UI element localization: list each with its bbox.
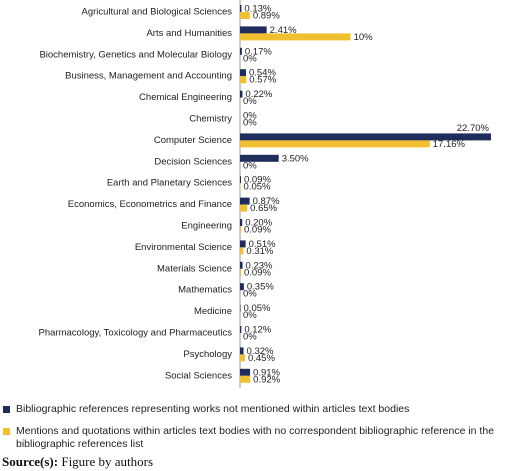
bar — [240, 304, 241, 312]
bar — [240, 69, 246, 77]
category-label: Materials Science — [157, 263, 232, 274]
bar — [240, 12, 250, 19]
value-label: 0.05% — [244, 303, 271, 314]
bar — [240, 219, 243, 226]
bar — [240, 268, 241, 276]
bar — [240, 154, 279, 162]
value-label: 10% — [354, 32, 374, 43]
source-text: Figure by authors — [61, 454, 154, 469]
value-label: 0.13% — [244, 4, 271, 15]
bar — [240, 33, 351, 41]
bar — [240, 133, 491, 141]
legend-entry: Mentions and quotations within articles … — [3, 425, 518, 451]
chart: Agricultural and Biological Sciences 0.13… — [39, 0, 491, 388]
value-label: 3.50% — [282, 153, 309, 164]
value-label: 0.22% — [245, 89, 272, 100]
value-label: 0% — [243, 332, 257, 343]
bar — [240, 204, 248, 212]
category-label: Chemistry — [189, 114, 232, 125]
bar — [240, 354, 245, 362]
bar — [240, 261, 243, 269]
category-label: Pharmacology, Toxicology and Pharmaceuti… — [39, 328, 233, 339]
legend-entry: Bibliographic references representing wo… — [3, 403, 518, 416]
bar — [240, 140, 430, 148]
value-label: 0.31% — [246, 246, 273, 257]
bar — [240, 76, 247, 84]
category-label: Chemical Engineering — [139, 92, 232, 103]
value-label: 0% — [243, 310, 257, 321]
value-label: 0.32% — [247, 346, 274, 357]
category-label: Engineering — [181, 221, 232, 232]
value-label: 0.09% — [244, 267, 271, 278]
value-label: 0.54% — [249, 68, 276, 79]
bar — [240, 197, 250, 205]
value-label: 0% — [243, 96, 257, 107]
legend-swatch — [3, 406, 10, 413]
value-label: 0.23% — [246, 260, 273, 271]
category-label: Agricultural and Biological Sciences — [82, 7, 233, 18]
bar — [240, 226, 241, 233]
value-label: 0.45% — [248, 353, 275, 364]
value-label: 0.20% — [245, 218, 272, 229]
value-label: 17.16% — [433, 139, 466, 150]
bar — [240, 283, 244, 291]
legend-label: Bibliographic references representing wo… — [16, 403, 410, 415]
value-label: 0.09% — [244, 175, 271, 186]
value-label: 0.12% — [244, 325, 271, 336]
category-label: Arts and Humanities — [146, 28, 232, 39]
bar — [240, 90, 243, 98]
value-label: 0.17% — [245, 46, 272, 57]
value-label: 0.35% — [247, 282, 274, 293]
legend-label: Mentions and quotations within articles … — [16, 425, 495, 450]
value-label: 2.41% — [270, 25, 297, 36]
category-label: Social Sciences — [165, 370, 232, 381]
bar — [240, 26, 267, 34]
category-label: Mathematics — [178, 285, 232, 296]
value-label: 0.51% — [249, 239, 276, 250]
value-label: 0.09% — [244, 225, 271, 236]
bar — [240, 47, 242, 55]
category-label: Business, Management and Accounting — [65, 71, 232, 82]
bar — [240, 176, 241, 184]
category-label: Biochemistry, Genetics and Molecular Bio… — [39, 49, 232, 60]
value-label: 0.65% — [250, 203, 277, 214]
value-label: 0.92% — [253, 374, 280, 385]
value-label: 0.57% — [249, 75, 276, 86]
bar — [240, 375, 251, 383]
category-label: Economics, Econometrics and Finance — [68, 199, 232, 210]
bar — [240, 368, 251, 376]
value-label: 0.89% — [253, 11, 280, 22]
category-label: Medicine — [194, 306, 232, 317]
category-label: Computer Science — [154, 135, 232, 146]
value-label: 0% — [243, 118, 257, 129]
value-label: 22.70% — [457, 123, 490, 134]
category-label: Earth and Planetary Sciences — [107, 178, 232, 189]
value-label: 0.87% — [253, 196, 280, 207]
bar — [240, 240, 246, 248]
category-label: Environmental Science — [135, 242, 232, 253]
value-label: 0% — [243, 289, 257, 300]
value-label: 0.05% — [244, 182, 271, 193]
value-label: 0% — [243, 111, 257, 122]
bar — [240, 326, 242, 333]
value-label: 0% — [243, 53, 257, 64]
source: Source(s): Figure by authors — [2, 454, 153, 470]
bar — [240, 183, 241, 191]
legend-swatch — [3, 428, 10, 435]
category-label: Psychology — [183, 349, 232, 360]
source-label: Source(s): — [2, 454, 59, 469]
bar — [240, 347, 244, 355]
value-label: 0.91% — [253, 367, 280, 378]
value-label: 0% — [243, 160, 257, 171]
category-label: Decision Sciences — [154, 156, 232, 167]
bar — [240, 247, 244, 255]
bar — [240, 5, 242, 12]
